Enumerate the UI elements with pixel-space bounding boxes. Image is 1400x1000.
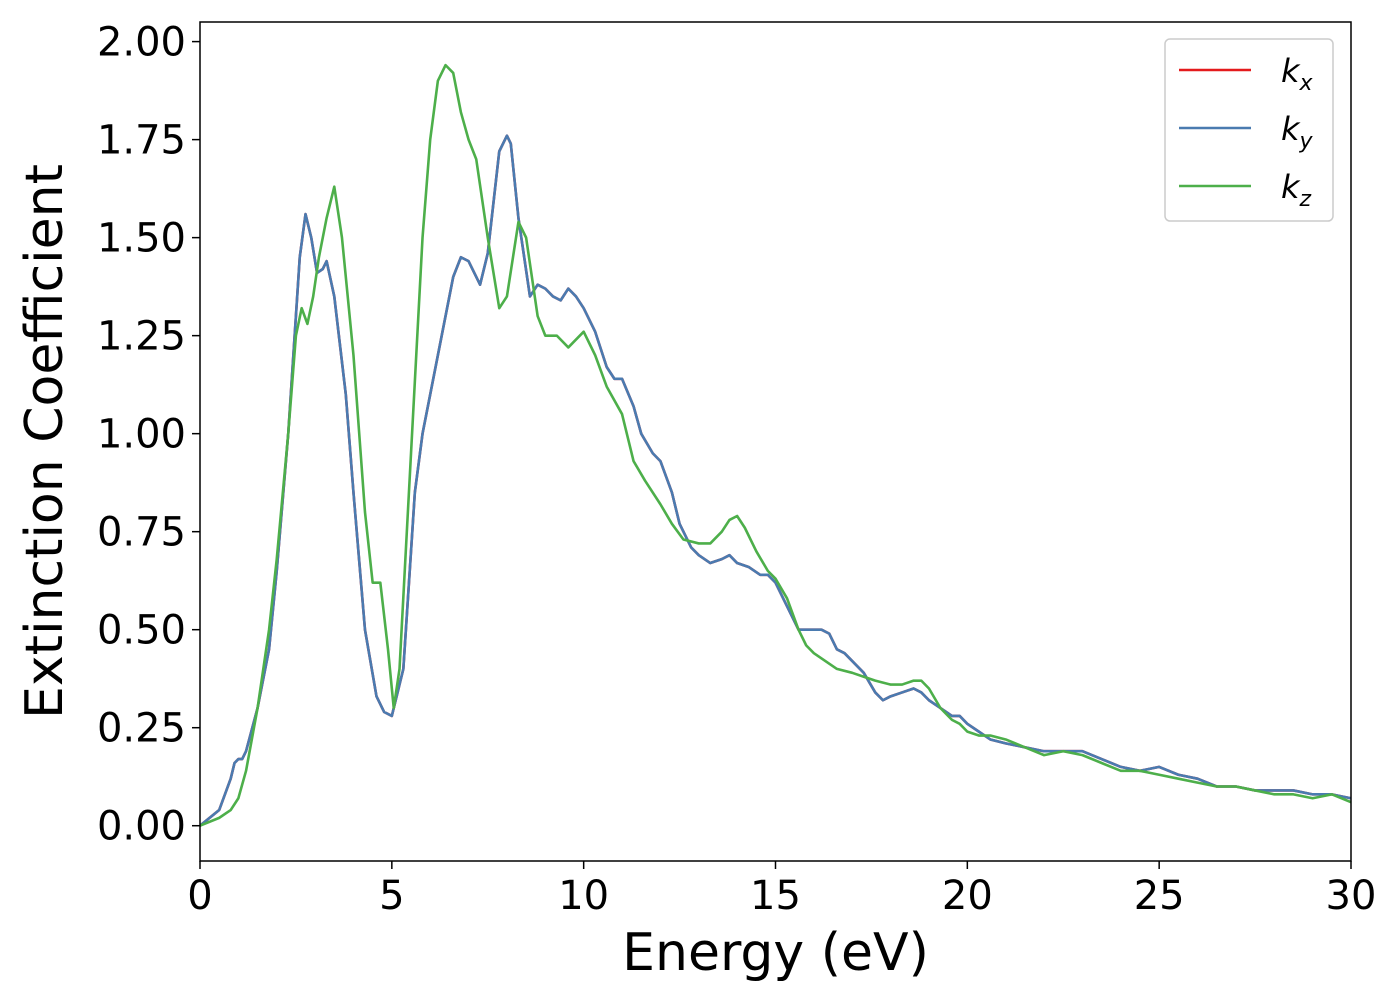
y-axis-ticks: 0.00 0.25 0.50 0.75 1.00 1.25 1.50 1.75 2.00 bbox=[97, 20, 200, 850]
y-tick-label: 0.00 bbox=[97, 804, 186, 850]
y-tick-label: 1.50 bbox=[97, 216, 186, 262]
series-layer bbox=[200, 63, 1351, 828]
y-axis-label: Extinction Coefficient bbox=[15, 164, 75, 719]
legend-label-main: k bbox=[1281, 52, 1301, 90]
y-tick-label: 0.50 bbox=[97, 608, 186, 654]
x-axis-ticks: 0 5 10 15 20 25 30 bbox=[187, 861, 1376, 919]
legend-label-subscript: x bbox=[1299, 71, 1314, 96]
y-tick-label: 1.75 bbox=[97, 118, 186, 164]
y-tick-label: 2.00 bbox=[97, 20, 186, 66]
x-tick-label: 25 bbox=[1134, 873, 1185, 919]
legend-label-main: k bbox=[1281, 168, 1301, 206]
legend-label-subscript: y bbox=[1299, 129, 1314, 154]
x-tick-label: 20 bbox=[942, 873, 993, 919]
legend-label-subscript: z bbox=[1299, 187, 1312, 212]
legend-label-main: k bbox=[1281, 110, 1301, 148]
y-tick-label: 1.25 bbox=[97, 314, 186, 360]
y-tick-label: 0.75 bbox=[97, 510, 186, 556]
legend-label-kx: kx bbox=[1281, 52, 1314, 96]
x-tick-label: 30 bbox=[1326, 873, 1377, 919]
legend-label-kz: kz bbox=[1281, 168, 1312, 212]
x-axis-label: Energy (eV) bbox=[622, 923, 929, 983]
x-tick-label: 0 bbox=[187, 873, 212, 919]
y-tick-label: 0.25 bbox=[97, 706, 186, 752]
x-tick-label: 10 bbox=[558, 873, 609, 919]
legend-box bbox=[1164, 38, 1334, 222]
legend-label-ky: ky bbox=[1281, 110, 1314, 154]
x-tick-label: 15 bbox=[750, 873, 801, 919]
x-tick-label: 5 bbox=[379, 873, 404, 919]
series-line-kz bbox=[200, 63, 1351, 828]
series-line-ky bbox=[200, 134, 1351, 828]
y-tick-label: 1.00 bbox=[97, 412, 186, 458]
